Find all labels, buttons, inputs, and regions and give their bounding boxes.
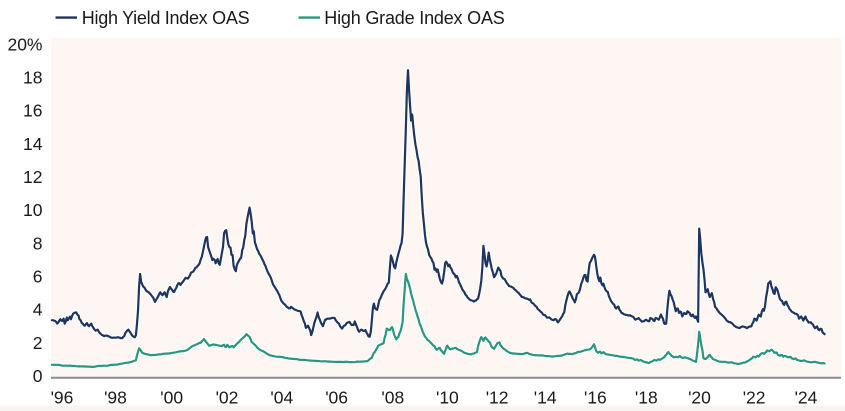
svg-text:'10: '10	[436, 388, 459, 408]
svg-text:16: 16	[23, 101, 42, 121]
svg-text:'08: '08	[381, 388, 404, 408]
svg-text:0: 0	[33, 366, 43, 386]
svg-text:20%: 20%	[7, 34, 42, 54]
svg-text:2: 2	[33, 333, 43, 353]
svg-text:'96: '96	[51, 388, 74, 408]
svg-text:High Yield Index OAS: High Yield Index OAS	[82, 8, 250, 28]
svg-text:'18: '18	[635, 388, 658, 408]
svg-text:'06: '06	[325, 388, 348, 408]
svg-text:8: 8	[33, 233, 43, 253]
svg-text:'00: '00	[160, 388, 183, 408]
svg-text:'02: '02	[216, 388, 239, 408]
svg-text:'14: '14	[534, 388, 557, 408]
svg-text:'24: '24	[795, 388, 818, 408]
svg-text:12: 12	[23, 167, 42, 187]
svg-text:14: 14	[23, 134, 43, 154]
svg-text:'20: '20	[688, 388, 711, 408]
svg-text:6: 6	[33, 267, 43, 287]
svg-text:'12: '12	[486, 388, 509, 408]
svg-text:'16: '16	[584, 388, 607, 408]
svg-text:'98: '98	[104, 388, 127, 408]
svg-text:High Grade Index OAS: High Grade Index OAS	[324, 8, 504, 28]
svg-text:18: 18	[23, 68, 42, 88]
svg-text:'04: '04	[270, 388, 293, 408]
svg-text:'22: '22	[743, 388, 766, 408]
svg-text:4: 4	[33, 300, 43, 320]
svg-text:10: 10	[23, 200, 43, 220]
